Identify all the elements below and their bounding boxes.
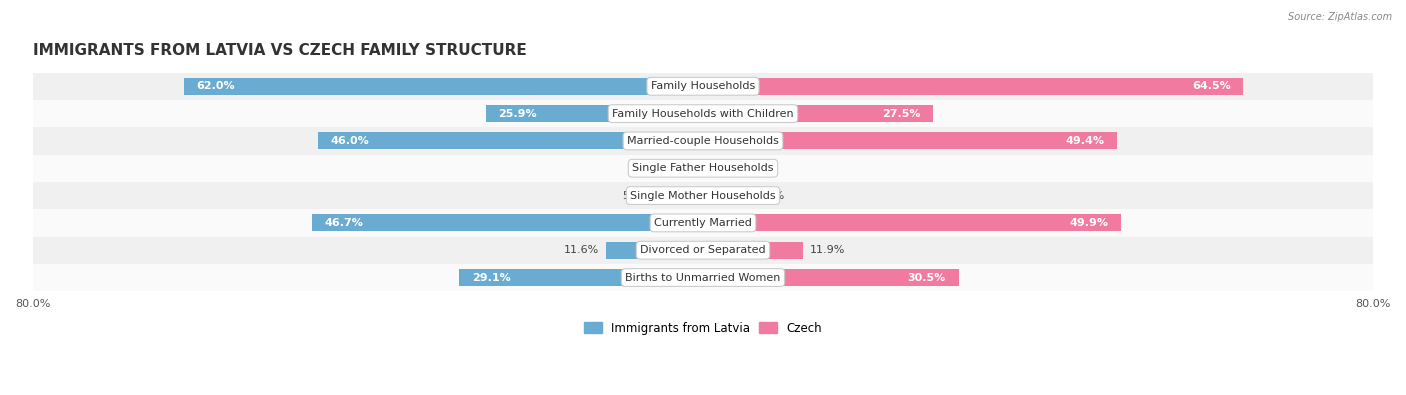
Bar [703,105,934,122]
Text: 49.4%: 49.4% [1066,136,1104,146]
Text: Currently Married: Currently Married [654,218,752,228]
Bar [657,187,703,204]
Text: 62.0%: 62.0% [195,81,235,91]
Text: 11.9%: 11.9% [810,245,845,255]
Bar [32,127,1374,154]
Bar [703,214,1121,231]
Text: Births to Unmarried Women: Births to Unmarried Women [626,273,780,282]
Bar [703,242,803,259]
Bar [32,264,1374,291]
Text: 49.9%: 49.9% [1070,218,1108,228]
Bar [688,160,703,177]
Bar [32,73,1374,100]
Text: 64.5%: 64.5% [1192,81,1230,91]
Bar [703,132,1116,149]
Text: Family Households with Children: Family Households with Children [612,109,794,118]
Text: Single Father Households: Single Father Households [633,163,773,173]
Text: 30.5%: 30.5% [908,273,946,282]
Text: Source: ZipAtlas.com: Source: ZipAtlas.com [1288,12,1392,22]
Bar [703,187,749,204]
Text: IMMIGRANTS FROM LATVIA VS CZECH FAMILY STRUCTURE: IMMIGRANTS FROM LATVIA VS CZECH FAMILY S… [32,43,526,58]
Text: 46.7%: 46.7% [325,218,363,228]
Text: Family Households: Family Households [651,81,755,91]
Bar [32,100,1374,127]
Text: 25.9%: 25.9% [499,109,537,118]
Text: 11.6%: 11.6% [564,245,599,255]
Bar [486,105,703,122]
Bar [32,209,1374,237]
Legend: Immigrants from Latvia, Czech: Immigrants from Latvia, Czech [579,317,827,339]
Bar [32,182,1374,209]
Text: Divorced or Separated: Divorced or Separated [640,245,766,255]
Text: 46.0%: 46.0% [330,136,368,146]
Text: 1.9%: 1.9% [652,163,681,173]
Bar [32,154,1374,182]
Text: Single Mother Households: Single Mother Households [630,190,776,201]
Text: 5.5%: 5.5% [621,190,650,201]
Bar [703,269,959,286]
Bar [703,160,723,177]
Text: 29.1%: 29.1% [472,273,510,282]
Bar [606,242,703,259]
Bar [32,237,1374,264]
Text: 5.6%: 5.6% [756,190,785,201]
Bar [460,269,703,286]
Text: Married-couple Households: Married-couple Households [627,136,779,146]
Text: 2.3%: 2.3% [728,163,758,173]
Bar [184,78,703,95]
Bar [312,214,703,231]
Bar [703,78,1243,95]
Text: 27.5%: 27.5% [883,109,921,118]
Bar [318,132,703,149]
